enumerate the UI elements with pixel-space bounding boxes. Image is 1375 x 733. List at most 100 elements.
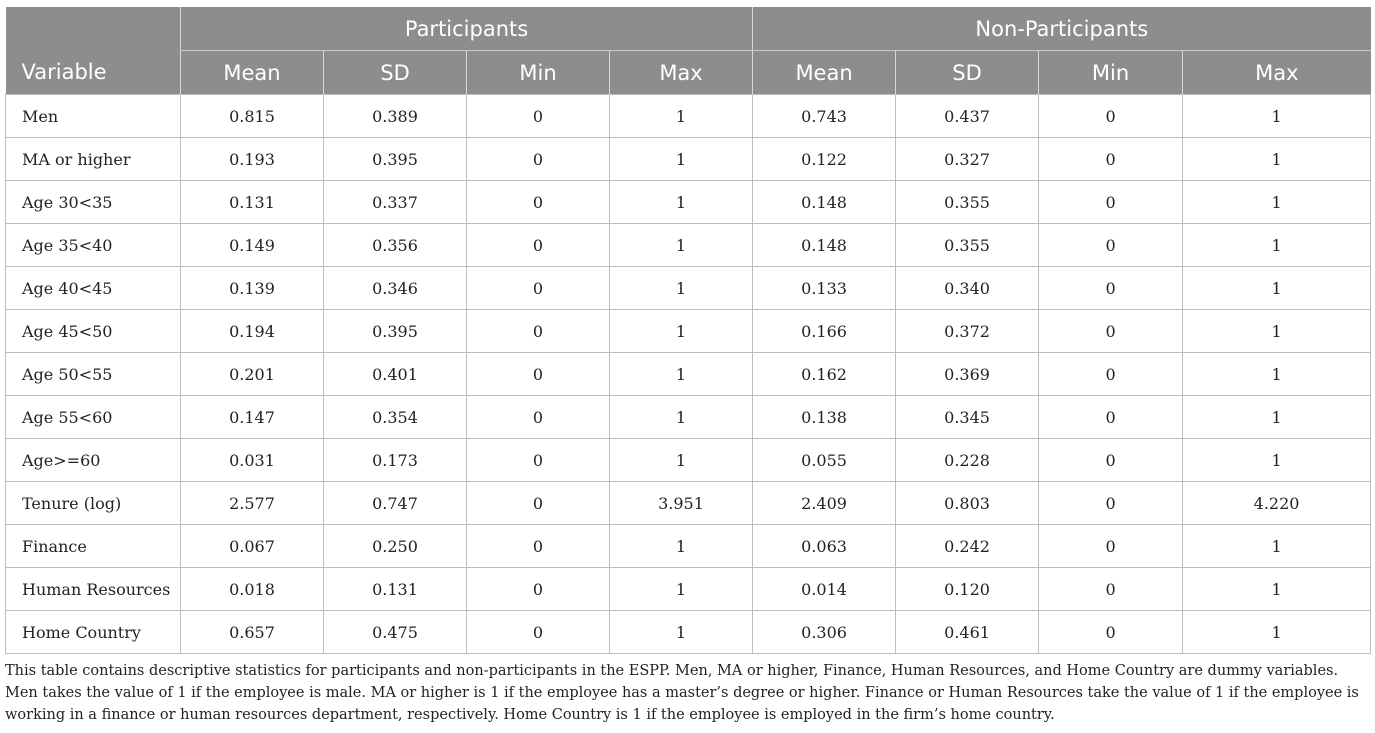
cell-participants-sd: 0.395 bbox=[323, 137, 467, 181]
cell-participants-min: 0 bbox=[466, 567, 610, 611]
table-row: Finance 0.067 0.250 0 1 0.063 0.242 0 1 bbox=[5, 524, 1372, 568]
cell-non-participants-max: 1 bbox=[1182, 94, 1372, 138]
cell-non-participants-max: 1 bbox=[1182, 352, 1372, 396]
cell-non-participants-mean: 0.063 bbox=[752, 524, 897, 568]
table-footnote: This table contains descriptive statisti… bbox=[5, 663, 1359, 723]
cell-participants-min: 0 bbox=[466, 438, 610, 482]
cell-participants-sd: 0.337 bbox=[323, 180, 467, 224]
cell-variable-name: Home Country bbox=[5, 610, 181, 654]
cell-participants-mean: 0.193 bbox=[180, 137, 324, 181]
table-row: Age 55<60 0.147 0.354 0 1 0.138 0.345 0 1 bbox=[5, 395, 1372, 439]
group-header-empty bbox=[5, 7, 181, 51]
cell-participants-max: 3.951 bbox=[608, 481, 754, 525]
cell-variable-name: Finance bbox=[5, 524, 181, 568]
cell-non-participants-sd: 0.120 bbox=[895, 567, 1040, 611]
group-header-non-participants: Non-Participants bbox=[752, 7, 1371, 51]
cell-non-participants-mean: 0.162 bbox=[752, 352, 897, 396]
cell-variable-name: Age 30<35 bbox=[5, 180, 181, 224]
table-row: Tenure (log) 2.577 0.747 0 3.951 2.409 0.803 0 4… bbox=[5, 481, 1372, 525]
cell-participants-max: 1 bbox=[608, 567, 754, 611]
column-header-sd: SD bbox=[323, 50, 467, 95]
table-row: Age 45<50 0.194 0.395 0 1 0.166 0.372 0 1 bbox=[5, 309, 1372, 353]
cell-non-participants-max: 1 bbox=[1182, 567, 1372, 611]
cell-participants-sd: 0.131 bbox=[323, 567, 467, 611]
cell-non-participants-min: 0 bbox=[1038, 223, 1184, 267]
cell-participants-max: 1 bbox=[608, 395, 754, 439]
cell-participants-min: 0 bbox=[466, 610, 610, 654]
cell-participants-mean: 0.139 bbox=[180, 266, 324, 310]
cell-variable-name: Age 45<50 bbox=[5, 309, 181, 353]
cell-participants-sd: 0.389 bbox=[323, 94, 467, 138]
cell-non-participants-max: 1 bbox=[1182, 223, 1372, 267]
cell-non-participants-mean: 0.743 bbox=[752, 94, 897, 138]
cell-participants-max: 1 bbox=[608, 610, 754, 654]
cell-non-participants-sd: 0.355 bbox=[895, 223, 1040, 267]
cell-participants-min: 0 bbox=[466, 137, 610, 181]
cell-non-participants-min: 0 bbox=[1038, 524, 1184, 568]
cell-participants-mean: 0.031 bbox=[180, 438, 324, 482]
cell-non-participants-mean: 0.148 bbox=[752, 180, 897, 224]
cell-variable-name: Age 55<60 bbox=[5, 395, 181, 439]
cell-non-participants-sd: 0.242 bbox=[895, 524, 1040, 568]
cell-non-participants-mean: 0.148 bbox=[752, 223, 897, 267]
cell-participants-max: 1 bbox=[608, 352, 754, 396]
cell-participants-mean: 0.657 bbox=[180, 610, 324, 654]
cell-non-participants-mean: 0.306 bbox=[752, 610, 897, 654]
cell-non-participants-mean: 0.055 bbox=[752, 438, 897, 482]
column-header-mean: Mean bbox=[180, 50, 324, 95]
cell-non-participants-max: 1 bbox=[1182, 137, 1372, 181]
cell-participants-max: 1 bbox=[608, 137, 754, 181]
column-header-row: Variable Mean SD Min Max Mean SD Min Max bbox=[5, 50, 1371, 95]
cell-participants-min: 0 bbox=[466, 395, 610, 439]
table-row: Home Country 0.657 0.475 0 1 0.306 0.461 0 1 bbox=[5, 610, 1372, 654]
cell-non-participants-sd: 0.437 bbox=[895, 94, 1040, 138]
cell-participants-min: 0 bbox=[466, 352, 610, 396]
cell-non-participants-min: 0 bbox=[1038, 481, 1184, 525]
cell-non-participants-sd: 0.228 bbox=[895, 438, 1040, 482]
cell-variable-name: Men bbox=[5, 94, 181, 138]
cell-participants-min: 0 bbox=[466, 94, 610, 138]
cell-variable-name: Age>=60 bbox=[5, 438, 181, 482]
cell-non-participants-max: 1 bbox=[1182, 610, 1372, 654]
column-header-max: Max bbox=[1182, 50, 1371, 95]
table-row: Age 40<45 0.139 0.346 0 1 0.133 0.340 0 1 bbox=[5, 266, 1372, 310]
cell-non-participants-min: 0 bbox=[1038, 137, 1184, 181]
cell-non-participants-min: 0 bbox=[1038, 438, 1184, 482]
cell-non-participants-min: 0 bbox=[1038, 567, 1184, 611]
cell-participants-min: 0 bbox=[466, 266, 610, 310]
cell-non-participants-min: 0 bbox=[1038, 266, 1184, 310]
cell-participants-max: 1 bbox=[608, 180, 754, 224]
cell-participants-sd: 0.395 bbox=[323, 309, 467, 353]
cell-non-participants-min: 0 bbox=[1038, 180, 1184, 224]
cell-non-participants-max: 1 bbox=[1182, 438, 1372, 482]
cell-non-participants-mean: 0.014 bbox=[752, 567, 897, 611]
cell-non-participants-max: 1 bbox=[1182, 309, 1372, 353]
cell-participants-mean: 0.149 bbox=[180, 223, 324, 267]
cell-participants-mean: 0.131 bbox=[180, 180, 324, 224]
table-row: Age 50<55 0.201 0.401 0 1 0.162 0.369 0 1 bbox=[5, 352, 1372, 396]
cell-non-participants-mean: 2.409 bbox=[752, 481, 897, 525]
cell-non-participants-sd: 0.345 bbox=[895, 395, 1040, 439]
cell-non-participants-min: 0 bbox=[1038, 610, 1184, 654]
cell-non-participants-max: 1 bbox=[1182, 180, 1372, 224]
cell-participants-min: 0 bbox=[466, 223, 610, 267]
cell-participants-max: 1 bbox=[608, 223, 754, 267]
cell-non-participants-mean: 0.166 bbox=[752, 309, 897, 353]
cell-participants-max: 1 bbox=[608, 438, 754, 482]
cell-participants-sd: 0.401 bbox=[323, 352, 467, 396]
column-header-min: Min bbox=[466, 50, 610, 95]
cell-non-participants-max: 1 bbox=[1182, 266, 1372, 310]
cell-variable-name: Age 50<55 bbox=[5, 352, 181, 396]
cell-participants-max: 1 bbox=[608, 524, 754, 568]
group-header-row: Participants Non-Participants bbox=[5, 7, 1371, 51]
cell-variable-name: Age 40<45 bbox=[5, 266, 181, 310]
cell-non-participants-min: 0 bbox=[1038, 94, 1184, 138]
cell-participants-min: 0 bbox=[466, 481, 610, 525]
column-header-min: Min bbox=[1038, 50, 1183, 95]
cell-variable-name: Age 35<40 bbox=[5, 223, 181, 267]
cell-non-participants-sd: 0.461 bbox=[895, 610, 1040, 654]
cell-non-participants-sd: 0.369 bbox=[895, 352, 1040, 396]
cell-participants-min: 0 bbox=[466, 309, 610, 353]
descriptive-statistics-table: Participants Non-Participants Variable M… bbox=[5, 7, 1372, 654]
cell-non-participants-max: 4.220 bbox=[1182, 481, 1372, 525]
